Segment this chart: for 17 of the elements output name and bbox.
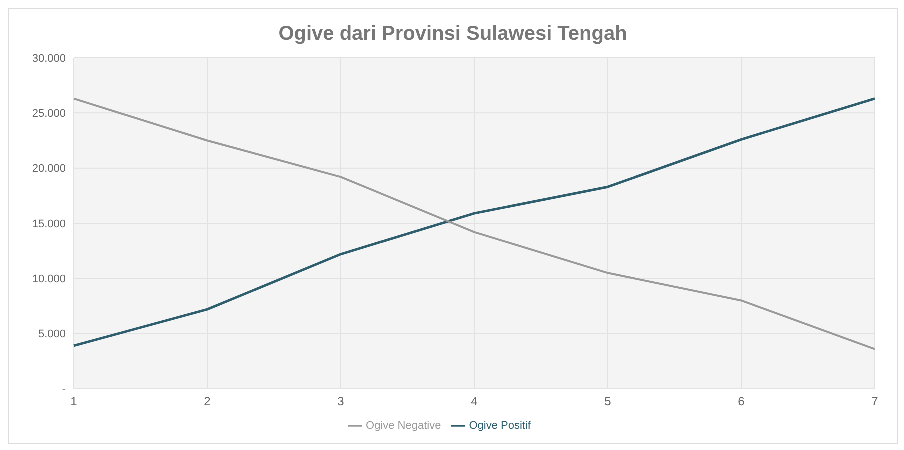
y-tick-label: - (62, 384, 66, 396)
legend-label: Ogive Positif (469, 420, 531, 432)
y-tick-label: 5.000 (38, 328, 66, 341)
y-tick-label: 10.000 (32, 274, 66, 286)
x-tick-label: 6 (738, 394, 746, 409)
x-tick-label: 5 (604, 394, 612, 409)
y-tick-label: 25.000 (32, 108, 66, 120)
y-tick-label: 15.000 (32, 218, 66, 230)
x-tick-label: 2 (204, 394, 212, 409)
legend-label: Ogive Negative (366, 420, 442, 432)
x-tick-label: 4 (471, 394, 478, 409)
y-tick-label: 20.000 (32, 163, 66, 176)
y-tick-label: 30.000 (32, 52, 66, 65)
chart-title: Ogive dari Provinsi Sulawesi Tengah (278, 23, 628, 47)
x-tick-label: 7 (872, 394, 879, 409)
x-tick-label: 3 (338, 394, 345, 409)
x-tick-label: 1 (70, 394, 78, 409)
